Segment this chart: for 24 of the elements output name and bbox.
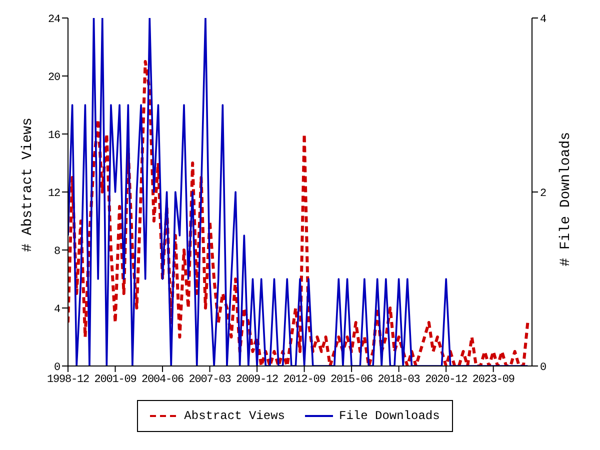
x-tick-label: 2015-06 [330, 374, 373, 386]
x-tick-label: 2001-09 [94, 374, 136, 386]
y2-tick-label: 0 [540, 362, 546, 374]
x-tick-label: 2023-09 [472, 374, 514, 386]
x-tick-label: 2004-06 [142, 374, 184, 386]
y2-tick-label: 2 [540, 188, 546, 200]
y2-axis-title: # File Downloads [558, 132, 574, 266]
y-tick-label: 8 [54, 246, 60, 258]
y-axis-title: # Abstract Views [20, 118, 36, 252]
x-tick-label: 2007-03 [188, 374, 231, 386]
legend-label: File Downloads [339, 409, 440, 423]
x-tick-label: 1998-12 [46, 374, 90, 386]
x-tick-label: 2012-09 [283, 374, 326, 386]
y-tick-label: 16 [48, 130, 60, 142]
y2-tick-label: 4 [540, 14, 547, 26]
x-tick-label: 2018-03 [378, 374, 420, 386]
y-tick-label: 0 [54, 362, 60, 374]
x-tick-label: 2020-12 [425, 374, 468, 386]
y-tick-label: 24 [48, 14, 61, 26]
legend-label: Abstract Views [184, 409, 285, 423]
y-tick-label: 20 [48, 72, 60, 84]
y-tick-label: 12 [48, 188, 60, 200]
x-tick-label: 2009-12 [236, 374, 278, 386]
y-tick-label: 4 [54, 304, 61, 316]
